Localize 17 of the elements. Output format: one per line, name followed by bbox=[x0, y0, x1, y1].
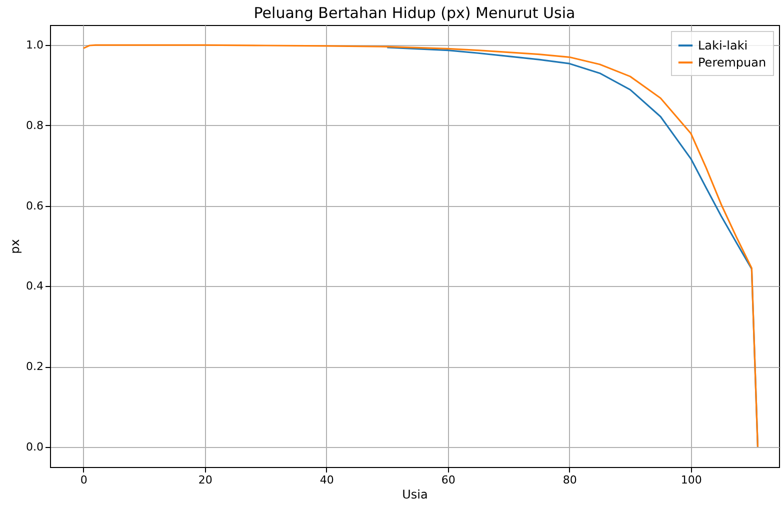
x-tick-label: 40 bbox=[320, 474, 334, 486]
y-tick-label: 0.0 bbox=[26, 440, 44, 454]
y-tick-label: 0.2 bbox=[26, 360, 44, 374]
legend-label: Laki-laki bbox=[698, 38, 748, 52]
chart-title: Peluang Bertahan Hidup (px) Menurut Usia bbox=[254, 4, 576, 22]
x-tick-label: 100 bbox=[680, 474, 702, 486]
x-axis-title: Usia bbox=[402, 488, 428, 502]
y-tick-label: 0.6 bbox=[26, 199, 44, 212]
x-tick-label: 0 bbox=[80, 474, 88, 486]
y-tick-label: 0.8 bbox=[26, 118, 44, 132]
y-tick-label: 1.0 bbox=[26, 38, 44, 52]
y-tick-label: 0.4 bbox=[26, 280, 44, 293]
y-axis-title: px bbox=[8, 239, 22, 254]
x-tick-label: 80 bbox=[562, 474, 577, 486]
x-tick-label: 20 bbox=[198, 474, 212, 486]
x-tick-label: 60 bbox=[441, 474, 456, 486]
legend-label: Perempuan bbox=[698, 56, 766, 70]
